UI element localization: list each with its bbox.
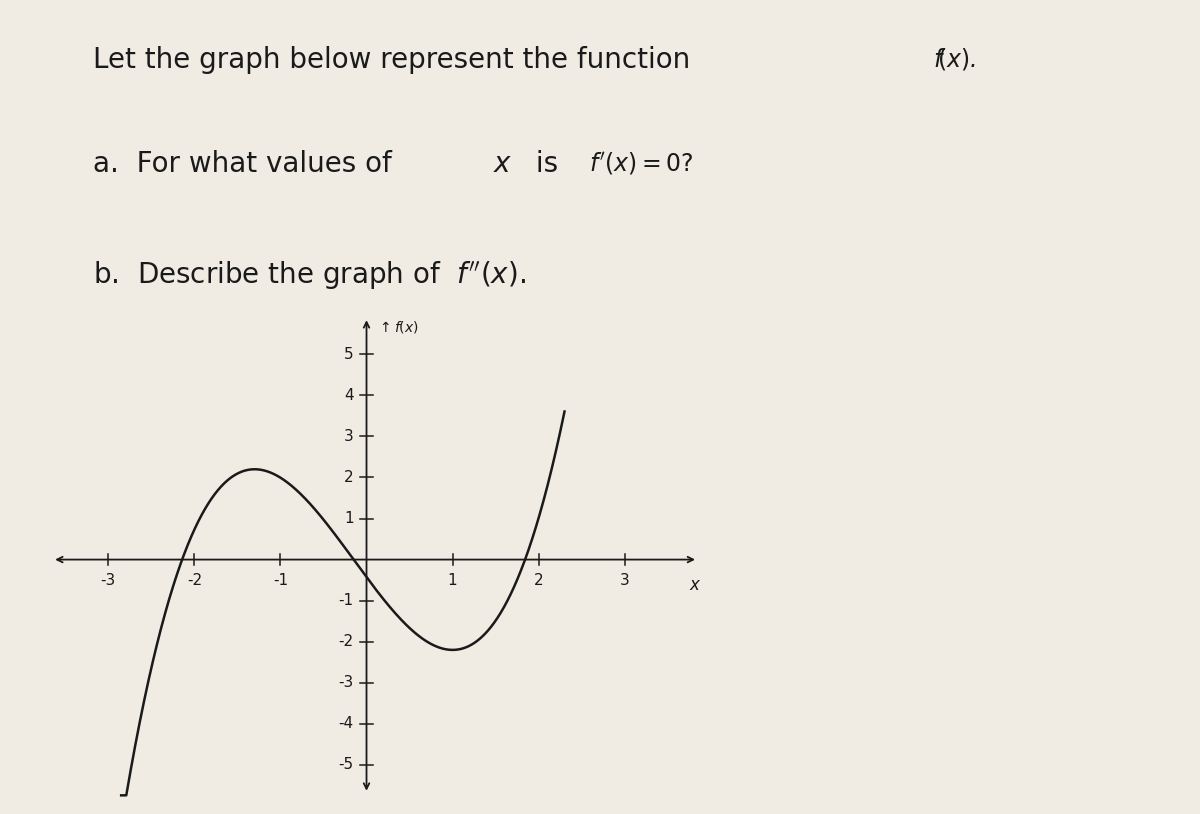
Text: 1: 1 bbox=[448, 573, 457, 588]
Text: $f'(x) = 0$?: $f'(x) = 0$? bbox=[589, 150, 694, 177]
Text: is: is bbox=[528, 150, 576, 178]
Text: -2: -2 bbox=[338, 634, 354, 650]
Text: -2: -2 bbox=[187, 573, 202, 588]
Text: b.  Describe the graph of  $f''(x)$.: b. Describe the graph of $f''(x)$. bbox=[94, 260, 526, 292]
Text: $f\!(x)$.: $f\!(x)$. bbox=[934, 46, 977, 72]
Text: x: x bbox=[493, 150, 510, 178]
Text: -4: -4 bbox=[338, 716, 354, 731]
Text: -1: -1 bbox=[272, 573, 288, 588]
Text: 5: 5 bbox=[344, 347, 354, 361]
Text: Let the graph below represent the function: Let the graph below represent the functi… bbox=[94, 46, 700, 74]
Text: 3: 3 bbox=[344, 429, 354, 444]
Text: 4: 4 bbox=[344, 387, 354, 403]
Text: -3: -3 bbox=[338, 676, 354, 690]
Text: -3: -3 bbox=[101, 573, 116, 588]
Text: x: x bbox=[689, 576, 700, 594]
Text: a.  For what values of: a. For what values of bbox=[94, 150, 401, 178]
Text: 3: 3 bbox=[620, 573, 630, 588]
Text: 1: 1 bbox=[344, 511, 354, 526]
Text: -1: -1 bbox=[338, 593, 354, 608]
Text: $\uparrow f(x)$: $\uparrow f(x)$ bbox=[377, 319, 419, 335]
Text: -5: -5 bbox=[338, 757, 354, 772]
Text: 2: 2 bbox=[534, 573, 544, 588]
Text: 2: 2 bbox=[344, 470, 354, 485]
